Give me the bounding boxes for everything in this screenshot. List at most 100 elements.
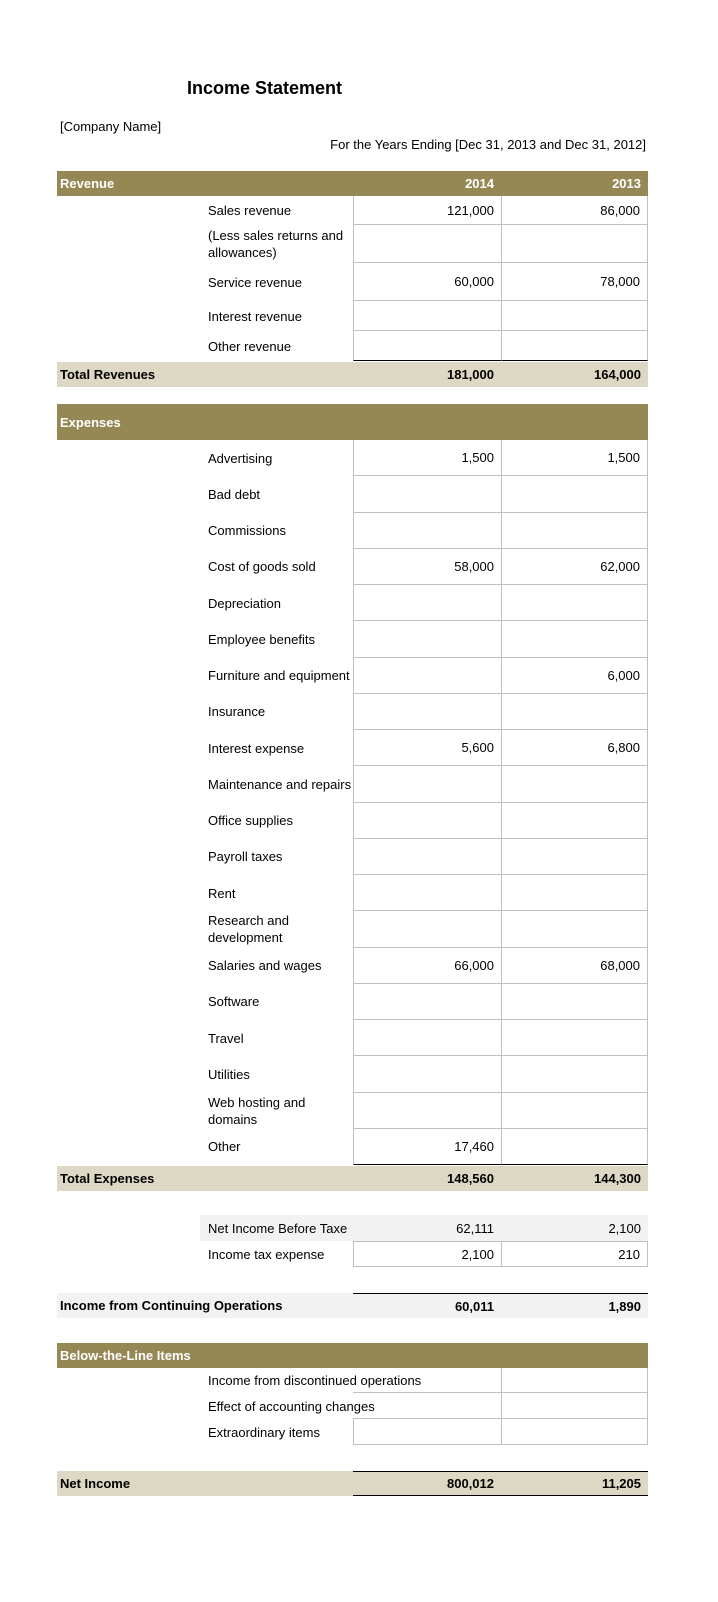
pretax-2013[interactable]: 2,100 xyxy=(608,1220,641,1236)
line-item-label: Depreciation xyxy=(208,595,281,611)
value-2013[interactable] xyxy=(501,225,648,263)
value-2014[interactable]: 60,000 xyxy=(353,263,501,301)
value-2014[interactable] xyxy=(353,301,501,331)
total-2014[interactable]: 60,011 xyxy=(353,1293,501,1318)
value-2014[interactable] xyxy=(353,585,501,622)
value-2013[interactable] xyxy=(501,1056,648,1093)
value-2014[interactable] xyxy=(353,766,501,803)
year-2013-header xyxy=(501,404,648,440)
spacer xyxy=(57,1215,200,1241)
value-2013[interactable] xyxy=(501,693,648,730)
value-2014[interactable]: 66,000 xyxy=(353,947,501,984)
spacer xyxy=(57,1368,200,1393)
value-2013[interactable]: 6,000 xyxy=(501,657,648,694)
spacer xyxy=(57,839,200,875)
value-2014[interactable]: 17,460 xyxy=(353,1128,501,1165)
value-2013[interactable]: 86,000 xyxy=(501,196,648,225)
line-item-row: Employee benefits xyxy=(57,621,648,658)
spacer xyxy=(57,549,200,585)
total-2013[interactable]: 11,205 xyxy=(501,1471,648,1496)
value-2014[interactable] xyxy=(353,1020,501,1057)
line-item-label: Other revenue xyxy=(208,338,292,354)
line-item-row: Office supplies xyxy=(57,802,648,839)
line-item-row: Commissions xyxy=(57,512,648,549)
spacer xyxy=(57,476,200,512)
value-2013[interactable]: 78,000 xyxy=(501,263,648,301)
value-2013[interactable] xyxy=(501,1419,648,1445)
line-item-row: Other 17,460 xyxy=(57,1128,648,1165)
value-2013[interactable] xyxy=(501,838,648,875)
value-2014[interactable] xyxy=(353,875,501,912)
value-2014[interactable] xyxy=(353,1056,501,1093)
value-2014[interactable] xyxy=(353,621,501,658)
value-2013[interactable]: 1,500 xyxy=(501,440,648,477)
value-2013[interactable] xyxy=(501,1128,648,1165)
total-2013[interactable]: 144,300 xyxy=(594,1171,641,1186)
section-title: Below-the-Line Items xyxy=(60,1348,191,1363)
value-2013[interactable]: 68,000 xyxy=(501,947,648,984)
value-2013[interactable] xyxy=(501,1393,648,1419)
total-2014[interactable]: 148,560 xyxy=(447,1171,494,1186)
value-2013[interactable] xyxy=(501,802,648,839)
value-2014[interactable]: 121,000 xyxy=(353,196,501,225)
value-2013[interactable] xyxy=(501,512,648,549)
total-2014[interactable]: 800,012 xyxy=(353,1471,501,1496)
value-2014[interactable] xyxy=(353,225,501,263)
line-item-label: Travel xyxy=(208,1030,244,1046)
value-2013[interactable] xyxy=(501,301,648,331)
value-2014[interactable]: 1,500 xyxy=(353,440,501,477)
line-item-row: (Less sales returns and allowances) xyxy=(57,225,648,263)
value-2013[interactable] xyxy=(501,476,648,513)
income-statement-table: Revenue 2014 2013 Sales revenue 121,000 86,00… xyxy=(57,171,648,1496)
value-2014[interactable] xyxy=(353,1419,501,1445)
line-item-row: Sales revenue 121,000 86,000 xyxy=(57,196,648,225)
line-item-row: Software xyxy=(57,983,648,1020)
pretax-row: Net Income Before Taxe 62,111 2,100 xyxy=(57,1215,648,1241)
total-2013[interactable]: 164,000 xyxy=(594,367,641,382)
value-2013[interactable] xyxy=(501,331,648,361)
total-2014[interactable]: 181,000 xyxy=(447,367,494,382)
value-2014[interactable] xyxy=(353,983,501,1020)
value-2014[interactable] xyxy=(353,331,501,361)
total-row: Income from Continuing Operations 60,011 1… xyxy=(57,1293,648,1318)
spacer xyxy=(57,621,200,657)
value-2013[interactable] xyxy=(501,585,648,622)
value-2013[interactable] xyxy=(501,911,648,948)
spacer xyxy=(57,585,200,621)
value-2014[interactable] xyxy=(353,911,501,948)
value-2014[interactable] xyxy=(353,1393,501,1419)
total-2013[interactable]: 1,890 xyxy=(501,1293,648,1318)
value-2013[interactable]: 6,800 xyxy=(501,730,648,767)
period-label[interactable]: For the Years Ending [Dec 31, 2013 and D… xyxy=(330,137,646,152)
tax-2014[interactable]: 2,100 xyxy=(353,1241,501,1267)
tax-2013[interactable]: 210 xyxy=(501,1241,648,1267)
value-2014[interactable] xyxy=(353,1092,501,1129)
line-item-label: Cost of goods sold xyxy=(208,559,316,575)
pretax-2014[interactable]: 62,111 xyxy=(456,1220,494,1236)
value-2013[interactable] xyxy=(501,766,648,803)
value-2014[interactable] xyxy=(353,1368,501,1393)
value-2014[interactable] xyxy=(353,476,501,513)
line-item-label: Utilities xyxy=(208,1066,250,1082)
value-2014[interactable] xyxy=(353,657,501,694)
value-2014[interactable] xyxy=(353,802,501,839)
value-2013[interactable] xyxy=(501,621,648,658)
value-2013[interactable] xyxy=(501,1368,648,1393)
value-2014[interactable]: 5,600 xyxy=(353,730,501,767)
value-2013[interactable] xyxy=(501,875,648,912)
value-2013[interactable]: 62,000 xyxy=(501,548,648,585)
value-2014[interactable] xyxy=(353,838,501,875)
line-item-row: Interest revenue xyxy=(57,301,648,331)
value-2013[interactable] xyxy=(501,1020,648,1057)
company-name[interactable]: [Company Name] xyxy=(60,119,162,134)
line-item-label: Rent xyxy=(208,885,236,901)
spacer xyxy=(57,1419,200,1445)
line-item-label: Insurance xyxy=(208,704,266,720)
value-2013[interactable] xyxy=(501,1092,648,1129)
value-2014[interactable] xyxy=(353,693,501,730)
value-2014[interactable]: 58,000 xyxy=(353,548,501,585)
line-item-row: Extraordinary items xyxy=(57,1419,648,1445)
value-2014[interactable] xyxy=(353,512,501,549)
value-2013[interactable] xyxy=(501,983,648,1020)
